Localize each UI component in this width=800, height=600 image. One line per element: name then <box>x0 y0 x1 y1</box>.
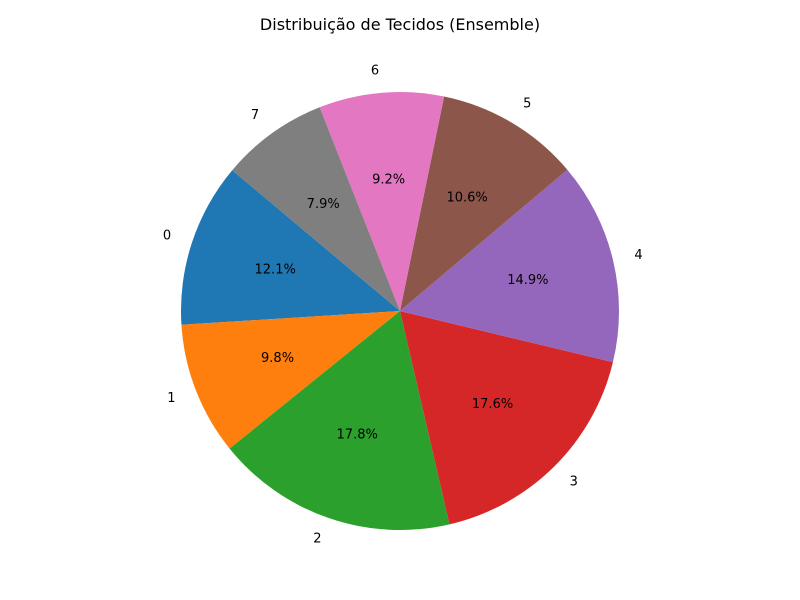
chart-title: Distribuição de Tecidos (Ensemble) <box>260 15 540 34</box>
slice-percent-5: 10.6% <box>446 191 487 206</box>
slice-label-5: 5 <box>523 96 531 111</box>
slice-percent-7: 7.9% <box>307 197 340 212</box>
slice-label-1: 1 <box>167 391 175 406</box>
slice-percent-3: 17.6% <box>472 397 513 412</box>
pie-labels: 0 12.1% 1 9.8% 2 17.8% 3 17.6% 4 14.9% 5 10.6% 6 9.2%… <box>163 64 643 547</box>
slice-label-3: 3 <box>570 475 578 490</box>
pie-slices <box>180 92 619 530</box>
slice-percent-6: 9.2% <box>372 173 405 188</box>
pie-slice-3 <box>400 311 613 525</box>
pie-slice-5 <box>400 96 568 311</box>
slice-percent-0: 12.1% <box>255 262 296 277</box>
pie-slice-7 <box>232 107 400 312</box>
pie-slice-1 <box>181 311 400 449</box>
slice-label-2: 2 <box>313 531 321 546</box>
pie-slice-4 <box>400 169 619 363</box>
slice-percent-1: 9.8% <box>261 351 294 366</box>
pie-slice-0 <box>180 170 400 325</box>
slice-label-7: 7 <box>251 108 259 123</box>
slice-percent-2: 17.8% <box>337 428 378 443</box>
pie-slice-2 <box>229 311 450 530</box>
slice-percent-4: 14.9% <box>507 273 548 288</box>
slice-label-0: 0 <box>163 228 171 243</box>
slice-label-6: 6 <box>371 64 379 79</box>
slice-label-4: 4 <box>634 248 642 263</box>
pie-slice-6 <box>319 92 445 312</box>
